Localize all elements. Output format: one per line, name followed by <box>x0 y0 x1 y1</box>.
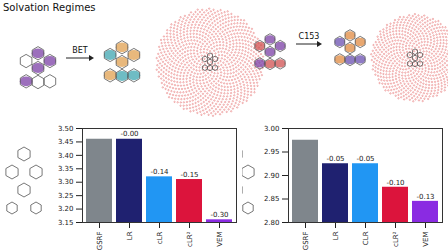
svg-text:-0.05: -0.05 <box>326 155 344 163</box>
svg-text:-0.00: -0.00 <box>120 130 138 138</box>
svg-text:-0.30: -0.30 <box>210 211 228 219</box>
svg-text:3.15: 3.15 <box>58 219 74 227</box>
svg-text:3.20: 3.20 <box>58 205 74 213</box>
svg-text:3.00: 3.00 <box>264 125 280 133</box>
svg-text:-0.14: -0.14 <box>150 168 169 176</box>
svg-text:CLR: CLR <box>362 231 370 245</box>
svg-text:-0.10: -0.10 <box>386 178 404 186</box>
svg-text:cLR²: cLR² <box>186 231 194 247</box>
svg-text:GSRF: GSRF <box>302 232 310 251</box>
svg-text:-0.05: -0.05 <box>356 155 374 163</box>
svg-text:2.85: 2.85 <box>264 195 280 203</box>
svg-text:-0.15: -0.15 <box>180 171 198 179</box>
svg-text:3.25: 3.25 <box>58 192 74 200</box>
svg-text:BET: BET <box>72 46 88 55</box>
svg-text:cLR²: cLR² <box>392 231 400 247</box>
svg-text:3.30: 3.30 <box>58 178 74 186</box>
svg-text:VEM: VEM <box>422 232 430 247</box>
svg-text:GSRF: GSRF <box>96 232 104 251</box>
svg-text:LR: LR <box>332 231 340 240</box>
svg-text:LR: LR <box>126 231 134 240</box>
svg-text:3.50: 3.50 <box>58 125 74 133</box>
svg-text:3.40: 3.40 <box>58 152 74 160</box>
svg-text:-0.13: -0.13 <box>416 193 434 201</box>
svg-text:2.95: 2.95 <box>264 148 280 156</box>
svg-text:2.80: 2.80 <box>264 219 280 227</box>
svg-text:3.45: 3.45 <box>58 138 74 146</box>
svg-text:Solvation Regimes: Solvation Regimes <box>3 2 96 13</box>
svg-text:VEM: VEM <box>216 232 224 247</box>
svg-text:2.90: 2.90 <box>264 172 280 180</box>
svg-text:3.35: 3.35 <box>58 165 74 173</box>
svg-text:C153: C153 <box>299 32 320 41</box>
svg-text:cLR: cLR <box>156 231 164 244</box>
